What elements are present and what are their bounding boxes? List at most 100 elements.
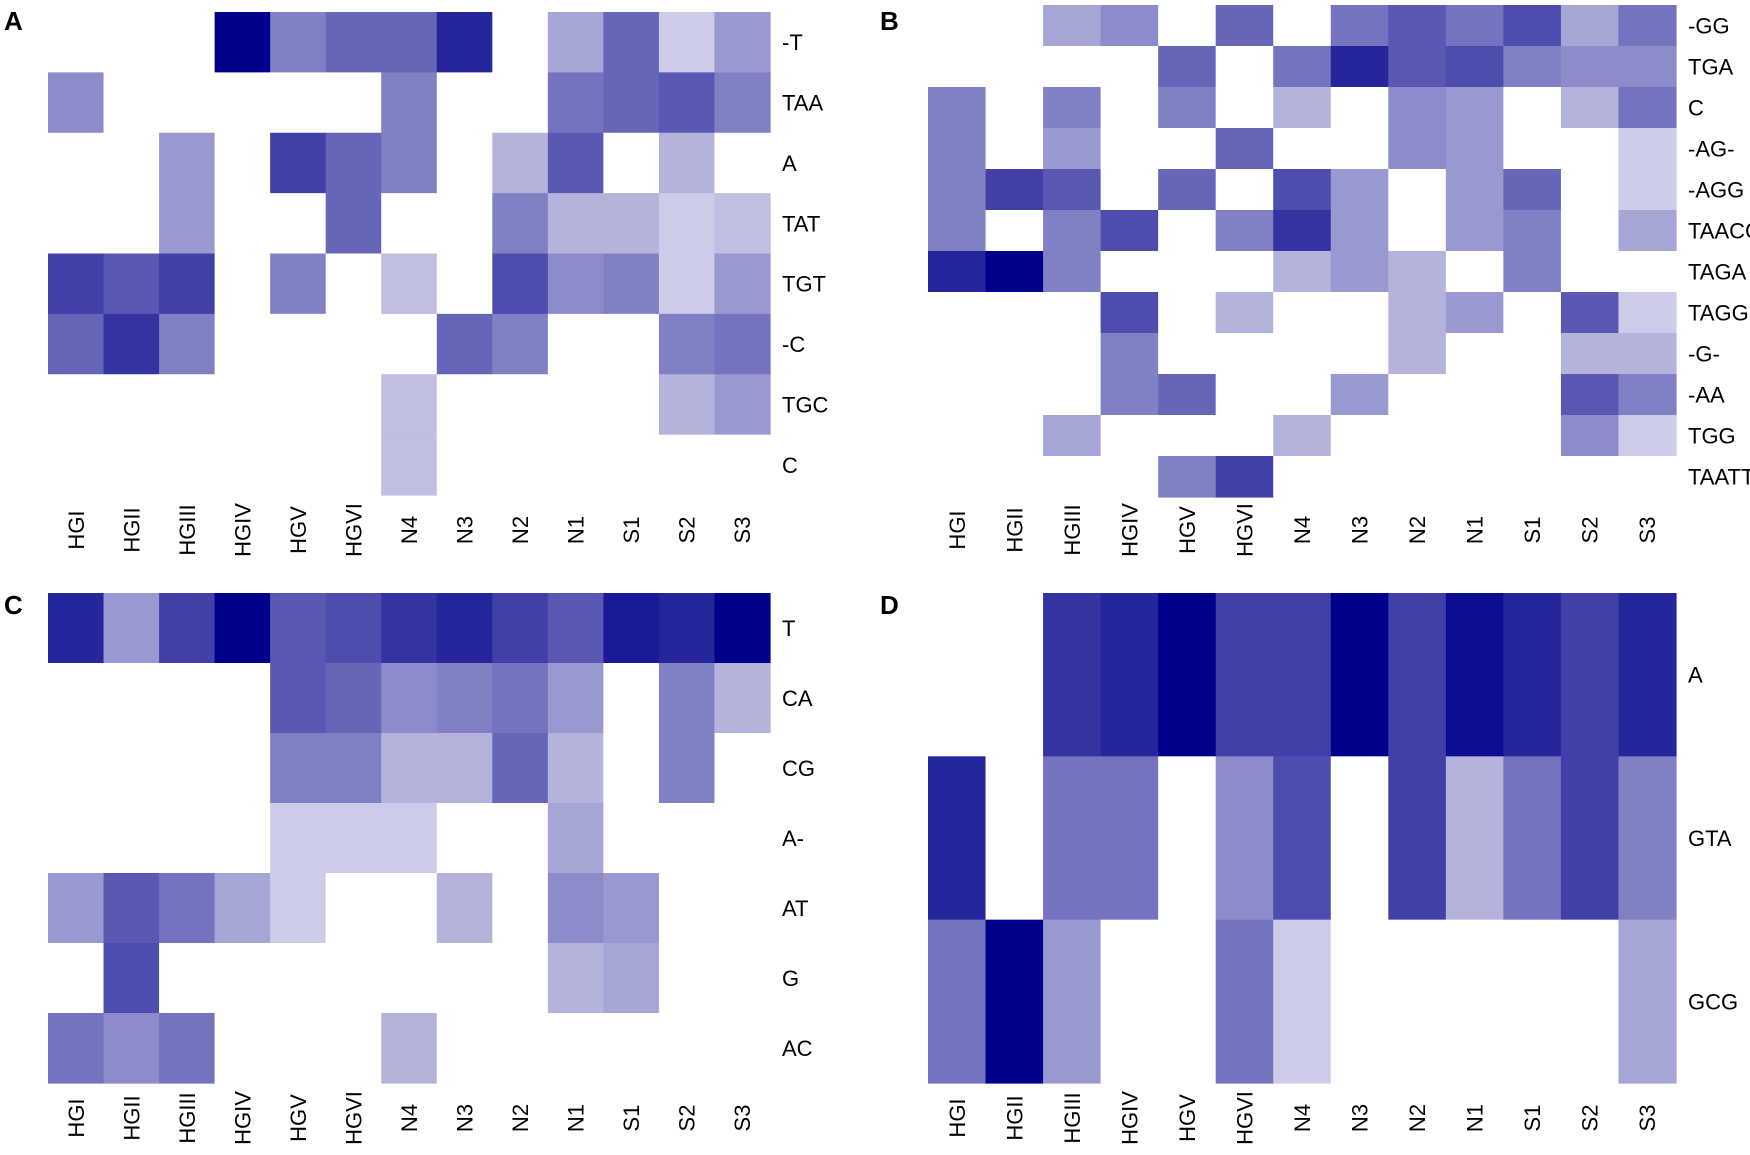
heatmap-cell bbox=[159, 193, 216, 255]
heatmap-cell bbox=[1100, 333, 1159, 375]
heatmap-cell bbox=[1273, 456, 1332, 498]
heatmap-cell bbox=[603, 873, 660, 944]
column-label: HGI bbox=[945, 1098, 970, 1137]
heatmap-cell bbox=[714, 313, 771, 375]
column-label: N3 bbox=[453, 1104, 478, 1132]
row-label: C bbox=[782, 453, 798, 478]
heatmap-cell bbox=[1215, 756, 1274, 921]
heatmap-cell bbox=[1388, 5, 1447, 47]
heatmap-cell bbox=[1560, 456, 1620, 498]
heatmap-cell bbox=[1215, 292, 1274, 334]
column-label: HGIII bbox=[175, 1092, 200, 1143]
heatmap-cell bbox=[1215, 251, 1274, 293]
heatmap-cell bbox=[928, 415, 987, 457]
heatmap-cell bbox=[1043, 919, 1102, 1084]
heatmap-cell bbox=[48, 733, 105, 804]
heatmap-cell bbox=[436, 663, 493, 734]
heatmap-cell bbox=[1273, 251, 1332, 293]
heatmap-cell bbox=[1503, 169, 1562, 211]
heatmap-cell bbox=[928, 5, 987, 47]
heatmap-cell bbox=[1503, 128, 1562, 170]
row-label: TAATT bbox=[1688, 465, 1750, 490]
heatmap-cell bbox=[325, 313, 382, 375]
heatmap-cell bbox=[928, 169, 987, 211]
heatmap-cell bbox=[492, 663, 549, 734]
heatmap-cell bbox=[1503, 333, 1562, 375]
heatmap-cell bbox=[214, 733, 271, 804]
heatmap-cell bbox=[985, 169, 1044, 211]
column-label: HGII bbox=[119, 507, 144, 552]
column-label: S2 bbox=[1578, 517, 1603, 544]
heatmap-cell bbox=[492, 132, 549, 194]
heatmap-cell bbox=[928, 292, 987, 334]
heatmap-cell bbox=[48, 313, 105, 375]
heatmap-cell bbox=[436, 733, 493, 804]
heatmap-cell bbox=[1330, 919, 1389, 1084]
heatmap-cell bbox=[1043, 456, 1102, 498]
heatmap-cell bbox=[1330, 5, 1389, 47]
heatmap-cell bbox=[658, 873, 716, 944]
heatmap-cell bbox=[381, 943, 438, 1014]
heatmap-cell bbox=[159, 374, 216, 436]
heatmap-cell bbox=[214, 193, 271, 255]
heatmap-panel-c: C T CA CG A- AT G AC HGI HGII HGIII HGIV HGV HGVI N4 N3… bbox=[4, 590, 815, 1145]
heatmap-cell bbox=[159, 434, 216, 496]
heatmap-cell bbox=[1043, 333, 1102, 375]
heatmap-cell bbox=[103, 12, 160, 73]
heatmap-cell bbox=[985, 87, 1044, 129]
heatmap-cell bbox=[1273, 415, 1332, 457]
heatmap-cell bbox=[381, 663, 438, 734]
heatmap-cell bbox=[1388, 593, 1447, 757]
heatmap-cell bbox=[48, 943, 105, 1014]
heatmap-cell bbox=[928, 46, 987, 88]
column-label: S1 bbox=[1520, 517, 1545, 544]
heatmap-cell bbox=[159, 72, 216, 134]
column-label: S3 bbox=[1635, 1105, 1660, 1132]
heatmap-cell bbox=[1215, 415, 1274, 457]
heatmap-cell bbox=[658, 943, 716, 1014]
heatmap-cell bbox=[1560, 374, 1620, 416]
heatmap-cell bbox=[436, 132, 493, 194]
heatmap-cell bbox=[658, 1013, 716, 1084]
heatmap-cell bbox=[1618, 333, 1677, 375]
column-label: HGIV bbox=[1117, 503, 1142, 557]
heatmap-cell bbox=[159, 132, 216, 194]
heatmap-cell bbox=[270, 593, 327, 664]
heatmap-cell bbox=[436, 593, 493, 664]
row-label: T bbox=[782, 616, 795, 641]
heatmap-cell bbox=[1388, 128, 1447, 170]
heatmap-cell bbox=[381, 132, 438, 194]
heatmap-cell bbox=[547, 72, 604, 134]
heatmap-cell bbox=[1560, 5, 1620, 47]
heatmap-cell bbox=[1388, 210, 1447, 252]
row-label: A bbox=[1688, 663, 1703, 688]
heatmap-cell bbox=[714, 193, 771, 255]
row-label: -C bbox=[782, 332, 805, 357]
heatmap-cell bbox=[1388, 87, 1447, 129]
heatmap-cell bbox=[547, 943, 604, 1014]
heatmap-cell bbox=[547, 593, 604, 664]
heatmap-cell bbox=[1158, 5, 1217, 47]
heatmap-cell bbox=[658, 593, 716, 664]
column-label: N1 bbox=[1463, 516, 1488, 544]
heatmap-cell bbox=[214, 803, 271, 874]
column-label: HGVI bbox=[342, 1091, 367, 1145]
heatmap-cell bbox=[1215, 128, 1274, 170]
heatmap-cell bbox=[1158, 919, 1217, 1084]
heatmap-cell bbox=[1043, 46, 1102, 88]
heatmap-cell bbox=[547, 663, 604, 734]
heatmap-cell bbox=[1503, 292, 1562, 334]
heatmap-cell bbox=[1560, 756, 1620, 921]
heatmap-cell bbox=[48, 374, 105, 436]
heatmap-cell bbox=[1273, 46, 1332, 88]
heatmap-cell bbox=[1158, 251, 1217, 293]
heatmap-cell bbox=[159, 313, 216, 375]
heatmap-cell bbox=[1100, 46, 1159, 88]
column-label: S1 bbox=[619, 1105, 644, 1132]
heatmap-cell bbox=[325, 803, 382, 874]
row-label: A bbox=[782, 151, 797, 176]
heatmap-cell bbox=[985, 374, 1044, 416]
heatmap-cell bbox=[603, 253, 660, 315]
heatmap-cell bbox=[1273, 169, 1332, 211]
heatmap-cell bbox=[436, 1013, 493, 1084]
